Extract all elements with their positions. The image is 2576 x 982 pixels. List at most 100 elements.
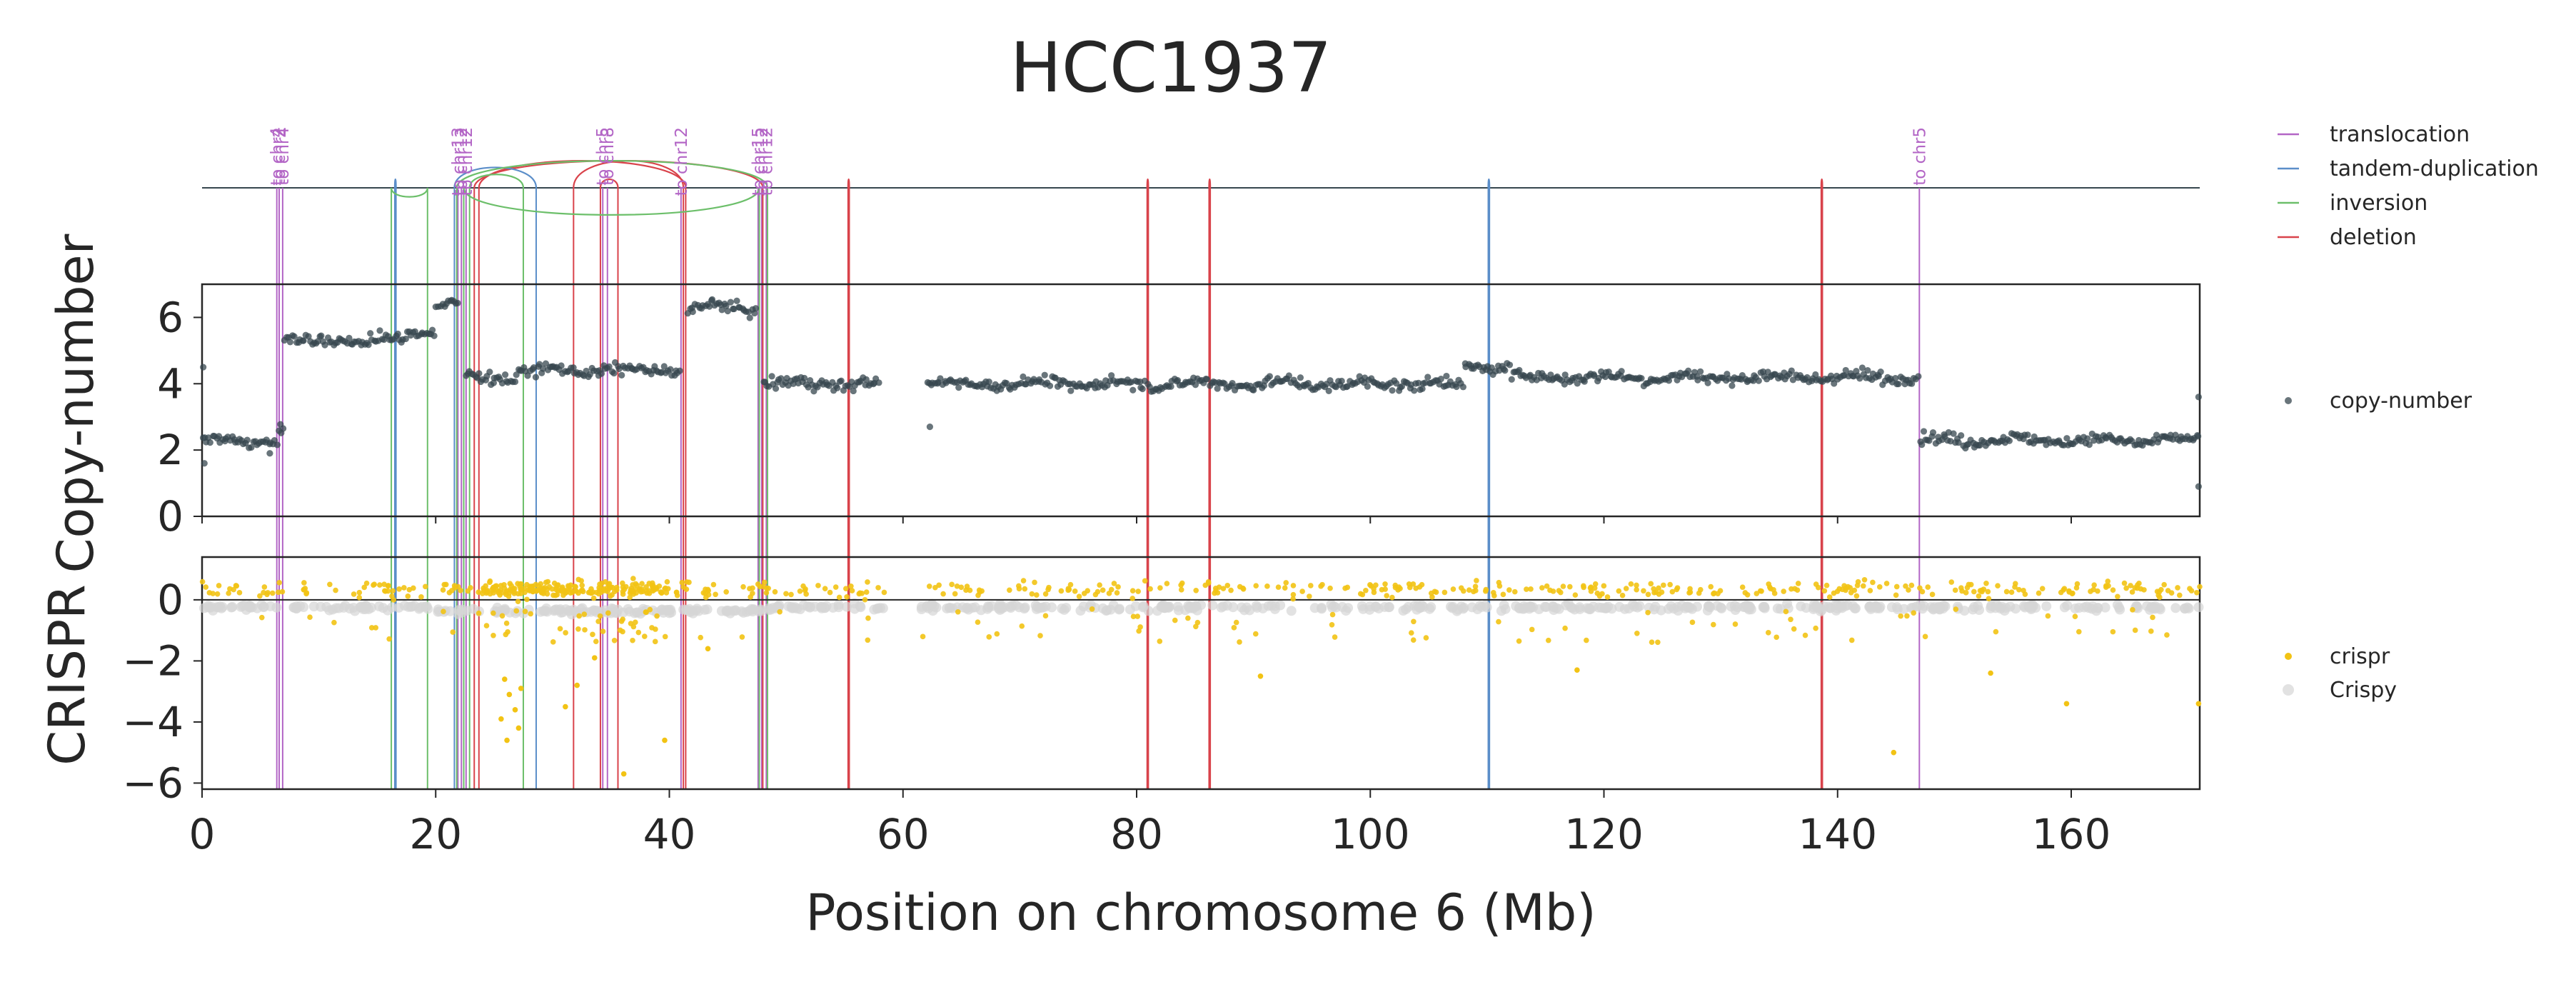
crispr-point bbox=[1667, 581, 1673, 588]
copy-number-point bbox=[1266, 373, 1273, 380]
crispr-point bbox=[1307, 593, 1312, 599]
copy-number-point bbox=[955, 384, 962, 391]
copy-number-point bbox=[1864, 366, 1871, 374]
copy-number-point bbox=[346, 334, 353, 341]
translocation-label: to chr2 bbox=[271, 127, 289, 186]
legend-deletion-label: deletion bbox=[2330, 225, 2417, 250]
crispr-point bbox=[1290, 591, 1297, 598]
crispr-point bbox=[1821, 588, 1828, 594]
crispr-point bbox=[2021, 587, 2026, 593]
crispr-point bbox=[566, 583, 572, 589]
copy-number-point bbox=[291, 333, 298, 340]
crispy-point bbox=[226, 602, 237, 613]
crispr-point bbox=[396, 586, 402, 592]
crispr-point bbox=[1674, 585, 1681, 591]
copy-number-point bbox=[676, 367, 683, 374]
crispr-point bbox=[634, 582, 640, 588]
translocation-label: to chr13 bbox=[449, 127, 468, 196]
crispr-point bbox=[1893, 583, 1900, 590]
crispr-point bbox=[1157, 585, 1163, 591]
crispr-point bbox=[1022, 586, 1028, 592]
crispr-point bbox=[1765, 630, 1771, 636]
crispr-point bbox=[1342, 585, 1348, 591]
crispr-point bbox=[848, 583, 854, 589]
crispr-point bbox=[505, 628, 510, 635]
crispr-point bbox=[269, 590, 276, 596]
x-tick-label: 40 bbox=[643, 810, 696, 858]
copy-number-point bbox=[1424, 374, 1432, 381]
crispr-point bbox=[881, 589, 887, 596]
crispr-point bbox=[2063, 701, 2070, 707]
translocation-label: to chr12 bbox=[753, 127, 772, 196]
crispr-point bbox=[1142, 578, 1148, 584]
crispr-point bbox=[664, 578, 670, 585]
crispr-point bbox=[1029, 591, 1035, 597]
copy-number-point bbox=[476, 370, 483, 377]
crispr-point bbox=[1233, 619, 1239, 626]
crispr-point bbox=[1651, 590, 1657, 596]
copy-number-point bbox=[318, 332, 325, 339]
copy-number-point bbox=[2063, 435, 2071, 442]
crispr-point bbox=[1742, 590, 1749, 596]
crispr-point bbox=[522, 589, 528, 596]
crispr-point bbox=[301, 580, 307, 586]
crispr-point bbox=[662, 737, 668, 743]
copy-number-point bbox=[513, 371, 520, 379]
crispr-point bbox=[1252, 631, 1259, 637]
crispr-point bbox=[1458, 585, 1464, 591]
crispr-point bbox=[371, 582, 376, 588]
crispr-axis-label: CRISPR bbox=[38, 584, 96, 765]
crispr-point bbox=[1379, 586, 1385, 593]
crispr-point bbox=[1985, 588, 1991, 595]
crispr-point bbox=[386, 583, 391, 588]
crispr-point bbox=[1100, 587, 1106, 593]
copy-number-point bbox=[1812, 371, 1819, 379]
crispr-point bbox=[1228, 587, 1234, 593]
crispr-point bbox=[563, 589, 569, 596]
crispr-point bbox=[605, 588, 610, 594]
chart-title: HCC1937 bbox=[1010, 28, 1332, 108]
crispr-point bbox=[1528, 586, 1534, 592]
crispy-point bbox=[445, 606, 456, 616]
crispr-point bbox=[2074, 581, 2081, 587]
copy-number-point bbox=[1858, 364, 1866, 371]
crispr-point bbox=[2105, 583, 2111, 589]
crispr-point bbox=[411, 585, 416, 591]
crispr-point bbox=[518, 686, 524, 691]
crispr-point bbox=[647, 606, 653, 613]
crispy-point bbox=[239, 600, 250, 611]
crispr-point bbox=[498, 716, 504, 722]
crispr-point bbox=[574, 682, 580, 688]
crispy-point bbox=[1986, 601, 1997, 612]
tandem-duplication-arc bbox=[453, 166, 538, 189]
crispr-point bbox=[544, 591, 550, 597]
crispr-point bbox=[1307, 583, 1314, 588]
crispr-point bbox=[401, 585, 407, 591]
crispr-point bbox=[822, 586, 828, 592]
crispy-point bbox=[618, 607, 628, 618]
copy-number-point bbox=[1192, 381, 1199, 389]
crispr-point bbox=[1329, 622, 1335, 628]
crispr-point bbox=[538, 590, 545, 596]
crispy-point bbox=[298, 602, 309, 613]
crispr-y-tick-label: −6 bbox=[123, 758, 184, 807]
crispr-point bbox=[226, 590, 231, 596]
crispr-point bbox=[1813, 581, 1819, 587]
crispr-point bbox=[1042, 591, 1049, 597]
crispr-point bbox=[1359, 591, 1366, 598]
crispr-point bbox=[1428, 590, 1434, 596]
crispr-point bbox=[643, 588, 650, 594]
crispr-point bbox=[1922, 633, 1928, 640]
deletion-arc bbox=[599, 178, 619, 189]
copy-number-point bbox=[394, 330, 401, 338]
crispy-point bbox=[1481, 602, 1492, 613]
x-tick-label: 60 bbox=[877, 810, 930, 858]
crispr-point bbox=[1788, 616, 1793, 623]
crispy-point bbox=[1216, 602, 1227, 613]
crispr-point bbox=[649, 625, 655, 631]
crispy-point bbox=[658, 607, 669, 618]
crispr-point bbox=[611, 637, 618, 643]
crispr-point bbox=[1129, 596, 1136, 601]
crispr-point bbox=[1588, 588, 1594, 594]
crispr-point bbox=[1410, 637, 1417, 643]
